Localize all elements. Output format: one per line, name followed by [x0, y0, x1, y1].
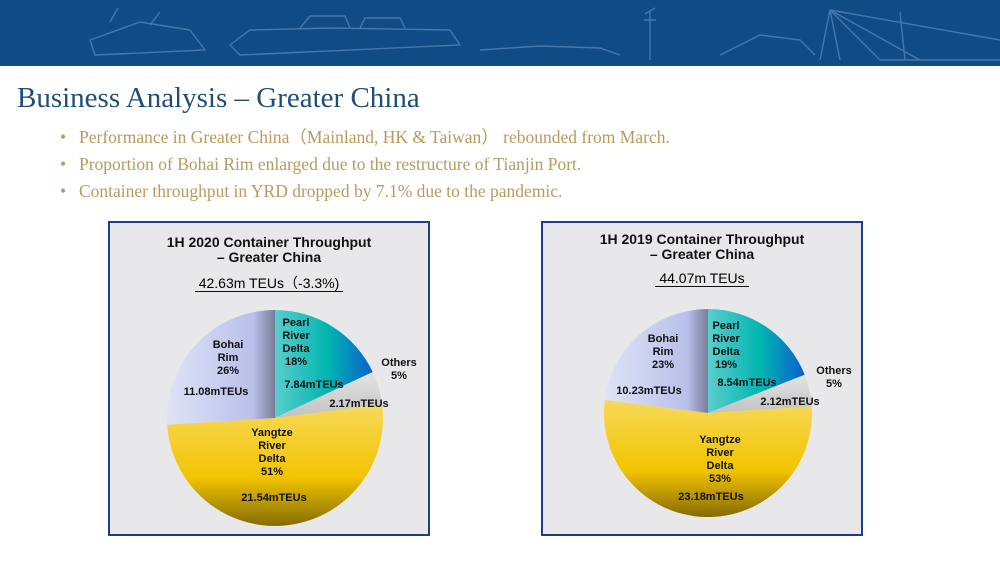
pie-slice-pearl	[275, 310, 373, 418]
pie-slice-bohai	[604, 309, 708, 413]
page-title: Business Analysis – Greater China	[17, 82, 420, 114]
chart-title-line-2: – Greater China	[649, 246, 755, 262]
pie-slice-pearl	[708, 309, 805, 413]
chart-title-line-1: 1H 2019 Container Throughput	[599, 231, 805, 247]
bullet-item: • Proportion of Bohai Rim enlarged due to…	[60, 151, 670, 178]
pie-slice-others	[708, 374, 812, 413]
pie-slice-yangtze	[603, 399, 812, 518]
pie-slice-bohai	[166, 310, 275, 425]
bullet-text: Performance in Greater China（Mainland, H…	[79, 127, 670, 147]
chart-total: 44.07m TEUs	[543, 270, 861, 287]
header-banner	[0, 0, 1000, 66]
chart-panel-2019: 1H 2019 Container Throughput – Greater C…	[541, 221, 863, 536]
pie-slice-others	[275, 372, 383, 418]
slice-label-pearl: Pearl River Delta 19%	[712, 320, 740, 371]
slice-label-pearl: Pearl River Delta 18%	[282, 317, 310, 368]
pie-slice-yangtze	[167, 404, 383, 526]
chart-title-line-1: 1H 2020 Container Throughput	[166, 234, 372, 250]
bullet-dot: •	[60, 154, 67, 174]
chart-title: 1H 2020 Container Throughput – Greater C…	[110, 235, 428, 265]
slice-value-yangtze: 21.54mTEUs	[241, 492, 306, 504]
chart-panel-2020: 1H 2020 Container Throughput – Greater C…	[108, 221, 430, 536]
slice-label-bohai: Bohai Rim 23%	[648, 333, 679, 371]
slice-value-bohai: 10.23mTEUs	[616, 385, 681, 397]
bullet-item: • Container throughput in YRD dropped by …	[60, 178, 670, 205]
pie-chart-2019: Pearl River Delta 19% 8.54mTEUs Others 5% 2.12m…	[603, 309, 852, 518]
slice-label-others: Others 5%	[381, 357, 416, 382]
slice-label-yangtze: Yangtze River Delta 53%	[699, 434, 741, 485]
chart-total-text: 44.07m TEUs	[655, 270, 749, 287]
bullet-text: Proportion of Bohai Rim enlarged due to …	[79, 154, 582, 174]
slice-value-others: 2.17mTEUs	[329, 398, 388, 410]
pie-chart-2020: Pearl River Delta 18% 7.84mTEUs Others 5% 2.17m…	[166, 310, 417, 526]
bullet-list: • Performance in Greater China（Mainland, …	[60, 124, 670, 205]
slice-value-yangtze: 23.18mTEUs	[678, 491, 743, 503]
bullet-dot: •	[60, 181, 67, 201]
slice-value-pearl: 7.84mTEUs	[284, 379, 343, 391]
slice-label-others: Others 5%	[816, 365, 851, 390]
chart-total: 42.63m TEUs（-3.3%)	[110, 273, 428, 293]
port-skyline-illustration	[89, 7, 1000, 61]
slice-value-others: 2.12mTEUs	[760, 396, 819, 408]
bullet-dot: •	[60, 127, 67, 147]
slice-value-pearl: 8.54mTEUs	[717, 377, 776, 389]
slice-label-yangtze: Yangtze River Delta 51%	[251, 427, 293, 478]
chart-title: 1H 2019 Container Throughput – Greater C…	[543, 232, 861, 262]
slice-label-bohai: Bohai Rim 26%	[213, 339, 244, 377]
bullet-item: • Performance in Greater China（Mainland, …	[60, 124, 670, 151]
bullet-text: Container throughput in YRD dropped by 7…	[79, 181, 563, 201]
slice-value-bohai: 11.08mTEUs	[184, 386, 249, 398]
chart-title-line-2: – Greater China	[216, 249, 322, 265]
chart-total-text: 42.63m TEUs（-3.3%)	[194, 275, 344, 292]
